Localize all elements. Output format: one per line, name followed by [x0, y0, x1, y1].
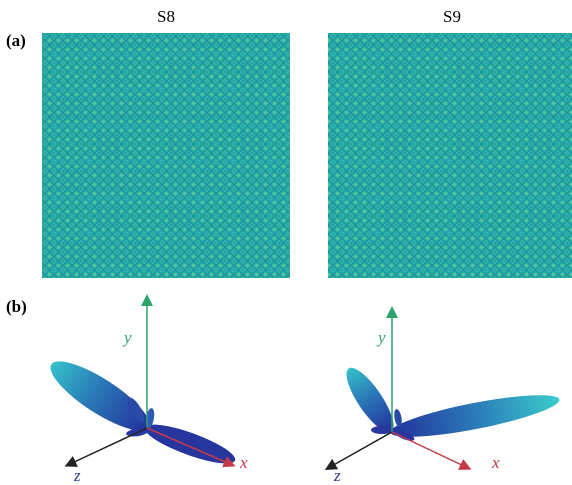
axis-label: z — [333, 466, 341, 485]
column-title: S8 — [157, 7, 175, 26]
axis-label: x — [491, 453, 500, 472]
radiation-pattern: y x z — [42, 300, 248, 485]
radiation-pattern: y x z — [330, 312, 562, 485]
column-title: S9 — [443, 7, 461, 26]
texture-image — [328, 33, 572, 278]
texture-image — [42, 33, 290, 278]
axis-label: y — [122, 328, 132, 347]
panel-label: (a) — [6, 31, 26, 50]
figure: (a) (b) S8 S9 y x z y x z — [0, 0, 572, 485]
axis-label: x — [239, 453, 248, 472]
axis-label: y — [376, 328, 386, 347]
panel-label: (b) — [6, 297, 27, 316]
axis-label: z — [73, 466, 81, 485]
